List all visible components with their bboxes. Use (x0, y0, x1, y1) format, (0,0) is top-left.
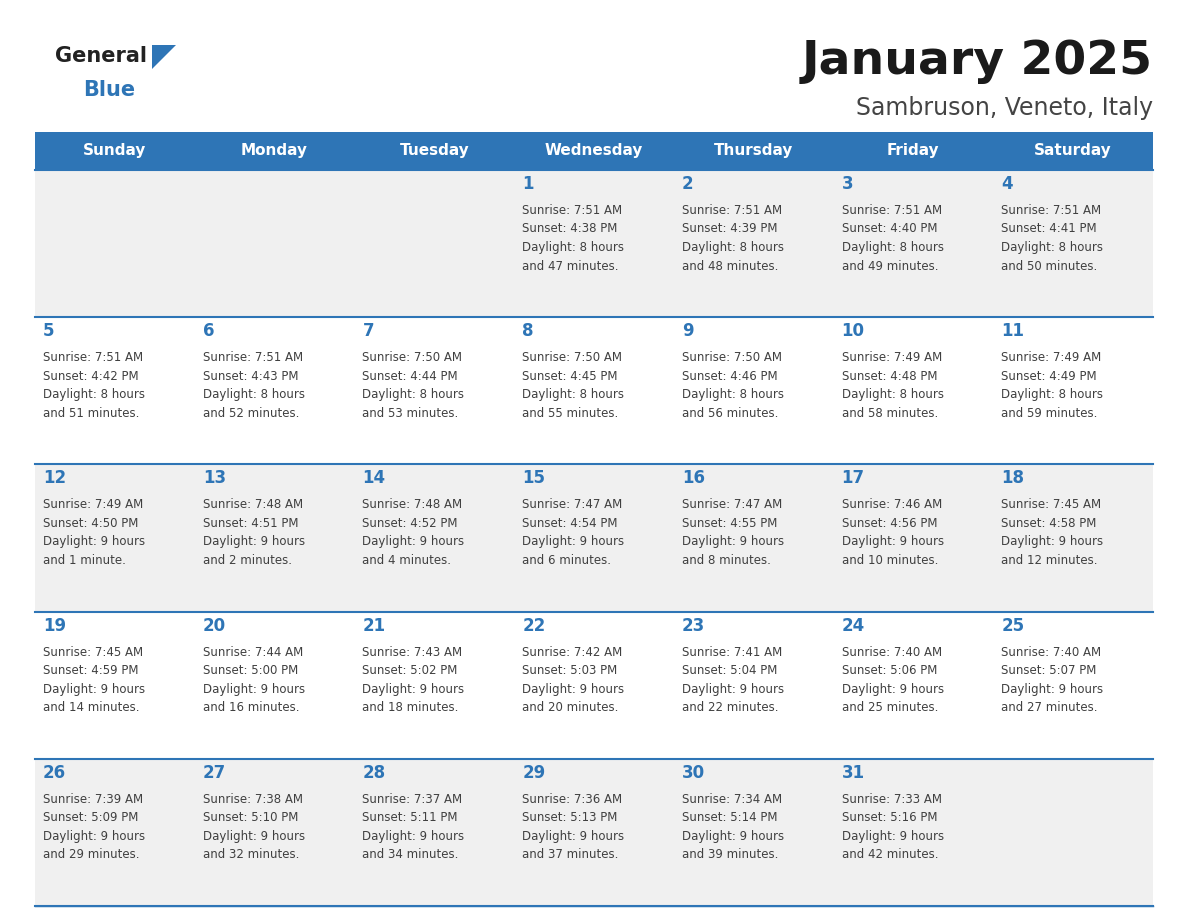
Text: 3: 3 (841, 175, 853, 193)
Bar (195, 132, 354, 170)
Bar (514, 132, 674, 170)
Text: 1: 1 (523, 175, 533, 193)
Text: Thursday: Thursday (714, 143, 794, 159)
Text: 5: 5 (43, 322, 55, 341)
Text: Friday: Friday (887, 143, 940, 159)
Text: 15: 15 (523, 469, 545, 487)
Text: Sunrise: 7:51 AM
Sunset: 4:39 PM
Daylight: 8 hours
and 48 minutes.: Sunrise: 7:51 AM Sunset: 4:39 PM Dayligh… (682, 204, 784, 273)
Bar (34, 611, 1154, 759)
Text: Sunrise: 7:45 AM
Sunset: 4:59 PM
Daylight: 9 hours
and 14 minutes.: Sunrise: 7:45 AM Sunset: 4:59 PM Dayligh… (43, 645, 145, 714)
Text: Sunrise: 7:51 AM
Sunset: 4:38 PM
Daylight: 8 hours
and 47 minutes.: Sunrise: 7:51 AM Sunset: 4:38 PM Dayligh… (523, 204, 624, 273)
Polygon shape (152, 45, 176, 69)
Text: Sunrise: 7:40 AM
Sunset: 5:06 PM
Daylight: 9 hours
and 25 minutes.: Sunrise: 7:40 AM Sunset: 5:06 PM Dayligh… (841, 645, 943, 714)
Bar (34, 465, 1154, 611)
Bar (993, 132, 1154, 170)
Text: Sunrise: 7:50 AM
Sunset: 4:44 PM
Daylight: 8 hours
and 53 minutes.: Sunrise: 7:50 AM Sunset: 4:44 PM Dayligh… (362, 352, 465, 420)
Text: 28: 28 (362, 764, 386, 782)
Text: 12: 12 (43, 469, 67, 487)
Text: 8: 8 (523, 322, 533, 341)
Text: Saturday: Saturday (1035, 143, 1112, 159)
Text: 29: 29 (523, 764, 545, 782)
Text: 16: 16 (682, 469, 704, 487)
Text: Sunrise: 7:44 AM
Sunset: 5:00 PM
Daylight: 9 hours
and 16 minutes.: Sunrise: 7:44 AM Sunset: 5:00 PM Dayligh… (203, 645, 305, 714)
Bar (34, 759, 1154, 906)
Text: 18: 18 (1001, 469, 1024, 487)
Text: 2: 2 (682, 175, 694, 193)
Text: 30: 30 (682, 764, 704, 782)
Text: Sunrise: 7:48 AM
Sunset: 4:51 PM
Daylight: 9 hours
and 2 minutes.: Sunrise: 7:48 AM Sunset: 4:51 PM Dayligh… (203, 498, 305, 567)
Text: Tuesday: Tuesday (399, 143, 469, 159)
Text: 17: 17 (841, 469, 865, 487)
Text: Sunrise: 7:36 AM
Sunset: 5:13 PM
Daylight: 9 hours
and 37 minutes.: Sunrise: 7:36 AM Sunset: 5:13 PM Dayligh… (523, 793, 624, 861)
Text: 7: 7 (362, 322, 374, 341)
Text: Sunrise: 7:40 AM
Sunset: 5:07 PM
Daylight: 9 hours
and 27 minutes.: Sunrise: 7:40 AM Sunset: 5:07 PM Dayligh… (1001, 645, 1104, 714)
Text: 21: 21 (362, 617, 386, 634)
Text: Sunrise: 7:47 AM
Sunset: 4:54 PM
Daylight: 9 hours
and 6 minutes.: Sunrise: 7:47 AM Sunset: 4:54 PM Dayligh… (523, 498, 624, 567)
Bar (34, 318, 1154, 465)
Text: Sunday: Sunday (83, 143, 146, 159)
Text: Sunrise: 7:45 AM
Sunset: 4:58 PM
Daylight: 9 hours
and 12 minutes.: Sunrise: 7:45 AM Sunset: 4:58 PM Dayligh… (1001, 498, 1104, 567)
Text: 14: 14 (362, 469, 386, 487)
Text: 25: 25 (1001, 617, 1024, 634)
Text: Sunrise: 7:47 AM
Sunset: 4:55 PM
Daylight: 9 hours
and 8 minutes.: Sunrise: 7:47 AM Sunset: 4:55 PM Dayligh… (682, 498, 784, 567)
Text: Monday: Monday (241, 143, 308, 159)
Text: Sunrise: 7:46 AM
Sunset: 4:56 PM
Daylight: 9 hours
and 10 minutes.: Sunrise: 7:46 AM Sunset: 4:56 PM Dayligh… (841, 498, 943, 567)
Text: 23: 23 (682, 617, 706, 634)
Text: Sunrise: 7:37 AM
Sunset: 5:11 PM
Daylight: 9 hours
and 34 minutes.: Sunrise: 7:37 AM Sunset: 5:11 PM Dayligh… (362, 793, 465, 861)
Text: General: General (55, 46, 147, 66)
Text: Sunrise: 7:42 AM
Sunset: 5:03 PM
Daylight: 9 hours
and 20 minutes.: Sunrise: 7:42 AM Sunset: 5:03 PM Dayligh… (523, 645, 624, 714)
Text: Sunrise: 7:33 AM
Sunset: 5:16 PM
Daylight: 9 hours
and 42 minutes.: Sunrise: 7:33 AM Sunset: 5:16 PM Dayligh… (841, 793, 943, 861)
Text: Sunrise: 7:41 AM
Sunset: 5:04 PM
Daylight: 9 hours
and 22 minutes.: Sunrise: 7:41 AM Sunset: 5:04 PM Dayligh… (682, 645, 784, 714)
Text: Blue: Blue (83, 80, 135, 100)
Bar (354, 132, 514, 170)
Text: Sunrise: 7:50 AM
Sunset: 4:45 PM
Daylight: 8 hours
and 55 minutes.: Sunrise: 7:50 AM Sunset: 4:45 PM Dayligh… (523, 352, 624, 420)
Text: 26: 26 (43, 764, 67, 782)
Text: Sunrise: 7:51 AM
Sunset: 4:43 PM
Daylight: 8 hours
and 52 minutes.: Sunrise: 7:51 AM Sunset: 4:43 PM Dayligh… (203, 352, 304, 420)
Text: 24: 24 (841, 617, 865, 634)
Text: 13: 13 (203, 469, 226, 487)
Text: 31: 31 (841, 764, 865, 782)
Text: 6: 6 (203, 322, 214, 341)
Text: 4: 4 (1001, 175, 1013, 193)
Text: Sunrise: 7:43 AM
Sunset: 5:02 PM
Daylight: 9 hours
and 18 minutes.: Sunrise: 7:43 AM Sunset: 5:02 PM Dayligh… (362, 645, 465, 714)
Text: Sunrise: 7:51 AM
Sunset: 4:42 PM
Daylight: 8 hours
and 51 minutes.: Sunrise: 7:51 AM Sunset: 4:42 PM Dayligh… (43, 352, 145, 420)
Text: 27: 27 (203, 764, 226, 782)
Text: 20: 20 (203, 617, 226, 634)
Text: Sunrise: 7:49 AM
Sunset: 4:49 PM
Daylight: 8 hours
and 59 minutes.: Sunrise: 7:49 AM Sunset: 4:49 PM Dayligh… (1001, 352, 1104, 420)
Bar (674, 132, 834, 170)
Bar (34, 132, 195, 170)
Text: January 2025: January 2025 (802, 39, 1154, 84)
Bar (34, 170, 1154, 318)
Text: 22: 22 (523, 617, 545, 634)
Text: Sunrise: 7:51 AM
Sunset: 4:41 PM
Daylight: 8 hours
and 50 minutes.: Sunrise: 7:51 AM Sunset: 4:41 PM Dayligh… (1001, 204, 1104, 273)
Text: Sunrise: 7:48 AM
Sunset: 4:52 PM
Daylight: 9 hours
and 4 minutes.: Sunrise: 7:48 AM Sunset: 4:52 PM Dayligh… (362, 498, 465, 567)
Text: 10: 10 (841, 322, 865, 341)
Text: Sunrise: 7:51 AM
Sunset: 4:40 PM
Daylight: 8 hours
and 49 minutes.: Sunrise: 7:51 AM Sunset: 4:40 PM Dayligh… (841, 204, 943, 273)
Text: Wednesday: Wednesday (545, 143, 643, 159)
Text: Sambruson, Veneto, Italy: Sambruson, Veneto, Italy (855, 96, 1154, 120)
Bar (834, 132, 993, 170)
Text: Sunrise: 7:50 AM
Sunset: 4:46 PM
Daylight: 8 hours
and 56 minutes.: Sunrise: 7:50 AM Sunset: 4:46 PM Dayligh… (682, 352, 784, 420)
Text: Sunrise: 7:38 AM
Sunset: 5:10 PM
Daylight: 9 hours
and 32 minutes.: Sunrise: 7:38 AM Sunset: 5:10 PM Dayligh… (203, 793, 305, 861)
Text: Sunrise: 7:39 AM
Sunset: 5:09 PM
Daylight: 9 hours
and 29 minutes.: Sunrise: 7:39 AM Sunset: 5:09 PM Dayligh… (43, 793, 145, 861)
Text: 11: 11 (1001, 322, 1024, 341)
Text: Sunrise: 7:34 AM
Sunset: 5:14 PM
Daylight: 9 hours
and 39 minutes.: Sunrise: 7:34 AM Sunset: 5:14 PM Dayligh… (682, 793, 784, 861)
Text: Sunrise: 7:49 AM
Sunset: 4:48 PM
Daylight: 8 hours
and 58 minutes.: Sunrise: 7:49 AM Sunset: 4:48 PM Dayligh… (841, 352, 943, 420)
Text: 19: 19 (43, 617, 67, 634)
Text: 9: 9 (682, 322, 694, 341)
Text: Sunrise: 7:49 AM
Sunset: 4:50 PM
Daylight: 9 hours
and 1 minute.: Sunrise: 7:49 AM Sunset: 4:50 PM Dayligh… (43, 498, 145, 567)
